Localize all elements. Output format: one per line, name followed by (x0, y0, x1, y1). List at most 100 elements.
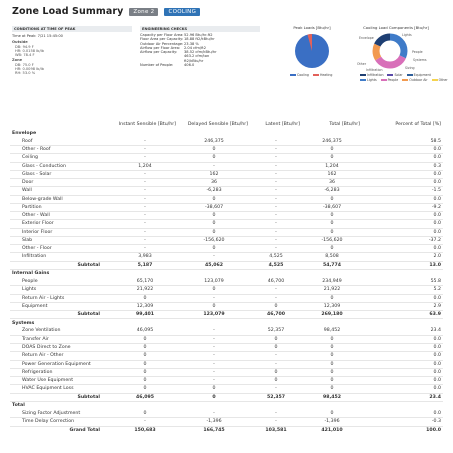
grand-total-instant-sensible: 150,683 (134, 427, 156, 433)
cell-total: 234,949 (302, 277, 362, 287)
table-row[interactable]: Partition - -38,607- -38,607 -9.2 (10, 203, 443, 213)
table-row[interactable]: Slab - -156,620- -156,620 -37.2 (10, 236, 443, 246)
cell-latent: - (250, 153, 302, 163)
zone-hr: HR: 0.0098 lb/lb (15, 67, 44, 72)
table-row[interactable]: Door -36-36 0.0 (10, 178, 443, 188)
cell-instant-sensible: 1,204 (112, 162, 178, 171)
table-row[interactable]: Wall - -6,283- -6,283 -1.5 (10, 186, 443, 196)
peak-legend-item[interactable]: Cooling (290, 73, 309, 77)
subtotal-percent: 13.0 (362, 261, 443, 270)
row-label: HVAC Equipment Loss (10, 384, 112, 394)
col-header-total: Total [Btu/hr] (329, 121, 360, 127)
peak-legend-item[interactable]: Heating (312, 73, 332, 77)
donut-seg-people (372, 33, 408, 69)
cell-total: 21,922 (302, 285, 362, 295)
table-row[interactable]: Equipment 12,309 0 0 12,309 2.9 (10, 302, 443, 312)
cell-total: 12,309 (302, 302, 362, 312)
table-row[interactable]: Exterior Floor -0-0 0.0 (10, 219, 443, 229)
cell-instant-sensible: 12,309 (112, 302, 178, 312)
grand-total-label: Grand Total (69, 427, 100, 433)
zone-badge[interactable]: Zone 2 (129, 7, 159, 16)
table-row[interactable]: Return Air - Other 0- -0 0.0 (10, 351, 443, 361)
table-body: Envelope Roof -246,375-246,375 58.5 Other - … (10, 129, 443, 434)
zone-label: Zone (12, 58, 23, 63)
table-row[interactable]: Time Delay Correction - -1,396- -1,396 -0.3 (10, 417, 443, 427)
cell-total: 0 (302, 244, 362, 254)
subtotal-label: Subtotal (10, 261, 112, 270)
cell-total: 0 (302, 343, 362, 353)
cell-latent: - (250, 137, 302, 147)
components-legend-item[interactable]: Solar (387, 73, 403, 77)
engineering-row: ft2/kBtu/hr (140, 59, 220, 63)
donut-seg-infiltration (372, 33, 408, 69)
engineering-value: ft2/kBtu/hr (184, 58, 204, 63)
components-legend-item[interactable]: Equipment (406, 73, 431, 77)
table-row[interactable]: Return Air - Lights 0- -0 0.0 (10, 294, 443, 303)
cell-instant-sensible: - (112, 228, 178, 237)
col-header-latent: Latent [Btu/hr] (265, 121, 300, 127)
table-row[interactable]: HVAC Equipment Loss 0 0-0 0.0 (10, 384, 443, 394)
cell-total: 98,452 (302, 327, 362, 336)
table-row[interactable]: People 65,170 123,079 46,700 234,949 55.8 (10, 277, 443, 287)
engineering-heading: ENGINEERING CHECKS (140, 26, 260, 32)
row-label: Interior Floor (10, 228, 112, 237)
col-header-label (10, 119, 112, 129)
legend-swatch (402, 78, 409, 82)
table-row[interactable]: Glass - Solar -162-162 0.0 (10, 170, 443, 180)
loads-table: Instant Sensible [Btu/hr] Delayed Sensib… (10, 119, 443, 434)
legend-swatch (312, 73, 319, 77)
legend-label: Outdoor Air (409, 78, 428, 82)
components-legend-item[interactable]: Other (431, 78, 448, 82)
cell-percent: 23.4 (362, 327, 443, 336)
table-row[interactable]: Glass - Conduction 1,204- -1,204 0.3 (10, 162, 443, 171)
cell-instant-sensible: 0 (112, 351, 178, 361)
table-row[interactable]: Lights 21,922 0-21,922 5.2 (10, 285, 443, 295)
engineering-label: Outdoor Air Percentage: (140, 41, 184, 46)
cell-percent: 0.0 (362, 219, 443, 229)
components-legend-item[interactable]: Lights (360, 78, 377, 82)
table-row[interactable]: Roof -246,375-246,375 58.5 (10, 137, 443, 147)
cell-delayed-sensible: 0 (178, 384, 250, 394)
row-label: Zone Ventilation (10, 327, 112, 336)
table-row[interactable]: Other - Floor -0-0 0.0 (10, 244, 443, 254)
table-row[interactable]: Interior Floor -0-0 0.0 (10, 228, 443, 237)
cell-instant-sensible: 3,983 (112, 252, 178, 262)
col-header-instant-sensible: Instant Sensible [Btu/hr] (118, 121, 176, 127)
row-label: Glass - Solar (10, 170, 112, 180)
conditions-heading: CONDITIONS AT TIME OF PEAK (12, 26, 132, 32)
cell-percent: 0.0 (362, 343, 443, 353)
components-legend-item[interactable]: Infiltration (360, 73, 383, 77)
donut-label: Envelope (359, 36, 374, 40)
table-row[interactable]: Below-grade Wall -0-0 0.0 (10, 195, 443, 204)
row-label: Lights (10, 285, 112, 295)
components-chart-legend: Infiltration Solar Equipment Lights People Ou… (360, 73, 448, 82)
components-legend-item[interactable]: People (380, 78, 398, 82)
outside-db: DB: 94.9 F (15, 44, 34, 49)
cell-latent: 46,700 (250, 277, 302, 287)
table-row[interactable]: Refrigeration 0-0 0 0.0 (10, 368, 443, 378)
subtotal-instant-sensible: 46,095 (112, 393, 178, 402)
peak-heating-slice (307, 33, 312, 51)
table-row[interactable]: DOAS Direct to Zone 0-0 0 0.0 (10, 343, 443, 353)
mode-badge[interactable]: COOLING (164, 7, 201, 16)
cell-instant-sensible: - (112, 244, 178, 254)
table-row[interactable]: Ceiling -0-0 0.0 (10, 153, 443, 163)
cell-delayed-sensible: - (178, 368, 250, 378)
legend-swatch (360, 73, 366, 77)
table-row[interactable]: Zone Ventilation 46,095-52,357 98,452 23.4 (10, 327, 443, 336)
table-row[interactable]: Sizing Factor Adjustment 0- -0 0.0 (10, 409, 443, 419)
row-label: Other - Wall (10, 211, 112, 221)
table-row[interactable]: Power Generation Equipment 0- -0 0.0 (10, 360, 443, 369)
table-row[interactable]: Water Use Equipment 0-0 0 0.0 (10, 376, 443, 386)
table-row[interactable]: Other - Wall -0-0 0.0 (10, 211, 443, 221)
table-row[interactable]: Other - Roof -0-0 0.0 (10, 145, 443, 155)
table-row[interactable]: Transfer Air 0-0 0 0.0 (10, 335, 443, 345)
cell-delayed-sensible: - (178, 162, 250, 171)
components-legend-item[interactable]: Outdoor Air (402, 78, 428, 82)
engineering-label: Capacity per Floor Area: (140, 33, 184, 37)
cell-percent: 2.0 (362, 252, 443, 262)
table-row[interactable]: Infiltration 3,983-4,525 8,508 2.0 (10, 252, 443, 262)
cell-percent: 0.0 (362, 145, 443, 155)
cell-percent: 55.8 (362, 277, 443, 287)
cell-latent: - (250, 195, 302, 204)
